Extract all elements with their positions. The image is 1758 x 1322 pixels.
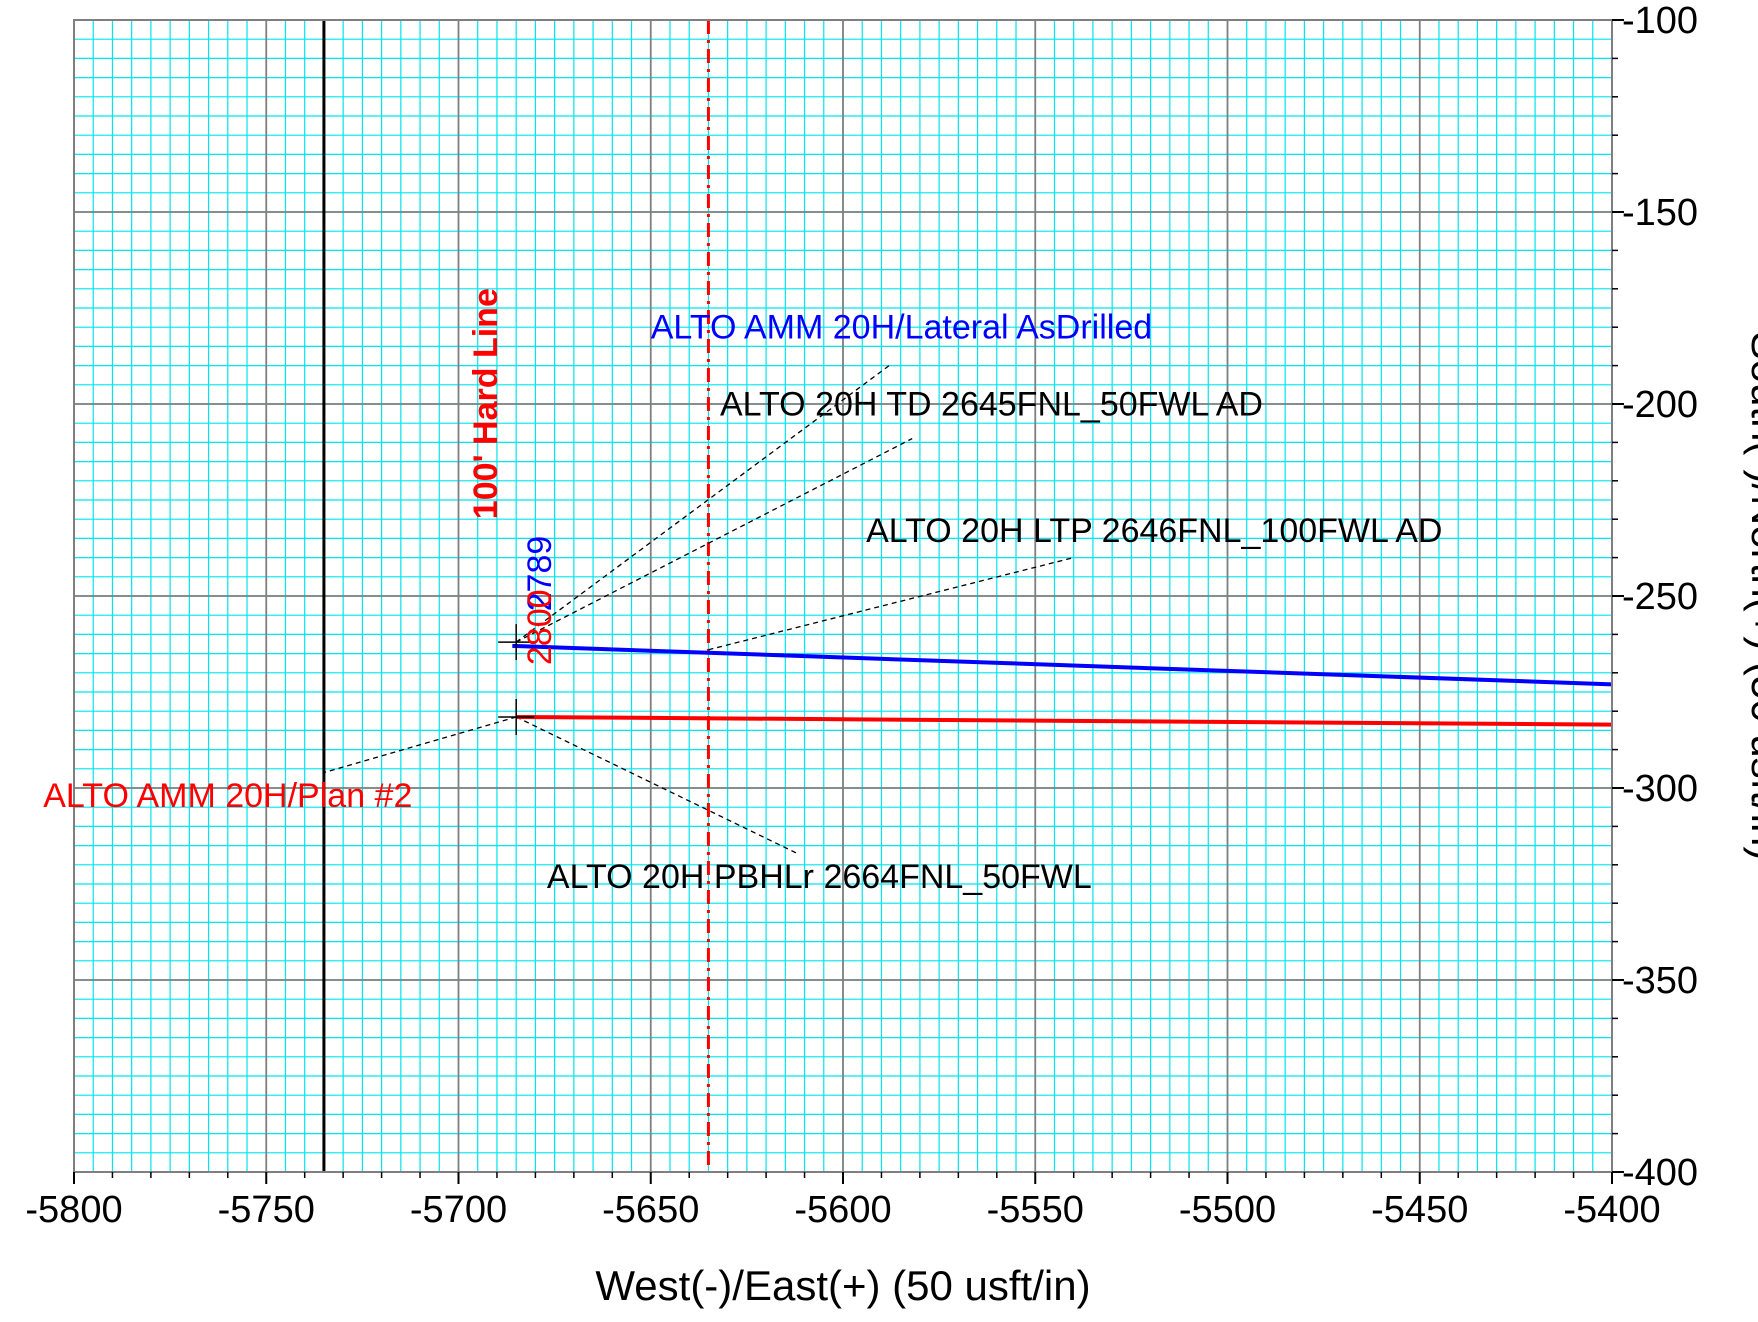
annotations: ALTO AMM 20H/Lateral AsDrilled ALTO 20H T…: [43, 288, 1442, 896]
x-axis-title: West(-)/East(+) (50 usft/in): [595, 1262, 1090, 1309]
y-tick-label: -350: [1622, 960, 1698, 1002]
leader-lines: [323, 365, 1074, 854]
x-tick-label: -5600: [794, 1189, 891, 1231]
leader-line: [515, 437, 913, 643]
station-markers: [498, 624, 535, 735]
leader-line: [708, 556, 1074, 651]
x-tick-label: -5450: [1371, 1189, 1468, 1231]
x-tick-label: -5650: [602, 1189, 699, 1231]
annotation-label: ALTO 20H TD 2645FNL_50FWL AD: [720, 386, 1263, 424]
annotation-label: ALTO 20H LTP 2646FNL_100FWL AD: [866, 512, 1442, 550]
x-tick-label: -5550: [987, 1189, 1084, 1231]
y-tick-labels: -100 -150 -200 -250 -300 -350 -400: [1622, 0, 1698, 1194]
reference-lines: [322, 20, 710, 1172]
x-tick-label: -5750: [218, 1189, 315, 1231]
annotation-label: ALTO 20H PBHLr 2664FNL_50FWL: [547, 858, 1092, 896]
leader-line: [323, 716, 517, 774]
axis-ticks: [73, 19, 1624, 1184]
annotation-label: ALTO AMM 20H/Lateral AsDrilled: [651, 309, 1152, 347]
annotation-label: ALTO AMM 20H/Plan #2: [43, 777, 412, 815]
x-tick-label: -5400: [1563, 1189, 1660, 1231]
depth-label: 2789: [521, 536, 559, 612]
x-tick-labels: -5800 -5750 -5700 -5650 -5600 -5550 -5500 -5450…: [25, 1189, 1660, 1231]
depth-label: 2800: [521, 589, 559, 665]
y-tick-label: -100: [1622, 0, 1698, 42]
y-tick-label: -150: [1622, 192, 1698, 234]
y-tick-label: -400: [1622, 1152, 1698, 1194]
y-tick-label: -250: [1622, 576, 1698, 618]
y-tick-label: -200: [1622, 384, 1698, 426]
x-tick-label: -5800: [25, 1189, 122, 1231]
leader-line: [515, 716, 798, 854]
y-axis-title: South(-)/North(+) (50 usft/in): [1743, 332, 1758, 861]
series-lines: [512, 643, 1613, 727]
as-drilled-line: [512, 643, 1613, 687]
plan-line: [516, 714, 1613, 727]
x-tick-label: -5700: [410, 1189, 507, 1231]
hard-line-label: 100' Hard Line: [467, 288, 505, 519]
x-tick-label: -5500: [1179, 1189, 1276, 1231]
y-tick-label: -300: [1622, 768, 1698, 810]
